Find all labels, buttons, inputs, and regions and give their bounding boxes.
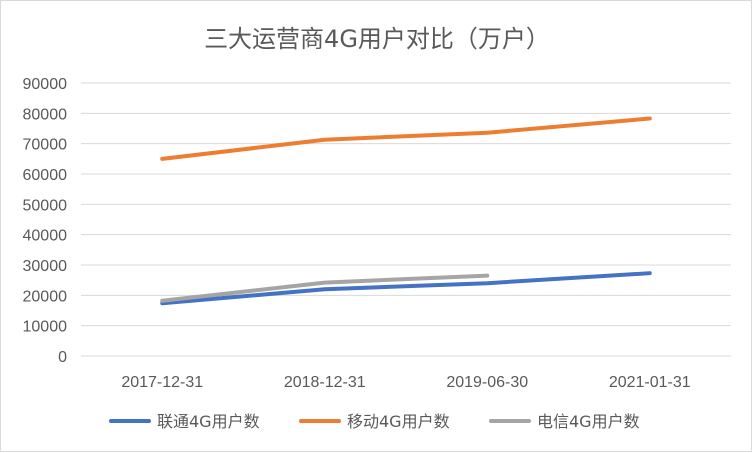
y-tick-label-0: 0 xyxy=(58,349,67,366)
series-lines xyxy=(160,116,652,306)
series-line-0 xyxy=(160,271,652,306)
y-tick-label-6: 60000 xyxy=(23,167,68,184)
x-tick-label-2: 2019-06-30 xyxy=(446,374,528,391)
legend-label-0: 联通4G用户数 xyxy=(157,412,260,431)
legend-label-1: 移动4G用户数 xyxy=(347,412,450,431)
y-tick-label-9: 90000 xyxy=(23,76,68,93)
y-tick-label-7: 70000 xyxy=(23,137,68,154)
grid-lines xyxy=(81,82,731,357)
chart-title: 三大运营商4G用户对比（万户） xyxy=(204,25,550,53)
series-line-1 xyxy=(160,116,652,161)
x-tick-label-1: 2018-12-31 xyxy=(284,374,366,391)
y-tick-label-8: 80000 xyxy=(23,106,68,123)
x-tick-label-3: 2021-01-31 xyxy=(609,374,691,391)
series-line-2 xyxy=(160,273,490,303)
y-axis-ticks: 0 10000 20000 30000 40000 50000 60000 70000 8000… xyxy=(23,76,68,366)
y-tick-label-5: 50000 xyxy=(23,197,68,214)
y-tick-label-4: 40000 xyxy=(23,228,68,245)
y-tick-label-3: 30000 xyxy=(23,258,68,275)
legend-label-2: 电信4G用户数 xyxy=(537,412,640,431)
legend: 联通4G用户数 移动4G用户数 电信4G用户数 xyxy=(109,412,640,431)
x-tick-label-0: 2017-12-31 xyxy=(121,374,203,391)
x-axis-ticks: 2017-12-31 2018-12-31 2019-06-30 2021-01-31 xyxy=(121,374,690,391)
y-tick-label-2: 20000 xyxy=(23,288,68,305)
y-tick-label-1: 10000 xyxy=(23,319,68,336)
